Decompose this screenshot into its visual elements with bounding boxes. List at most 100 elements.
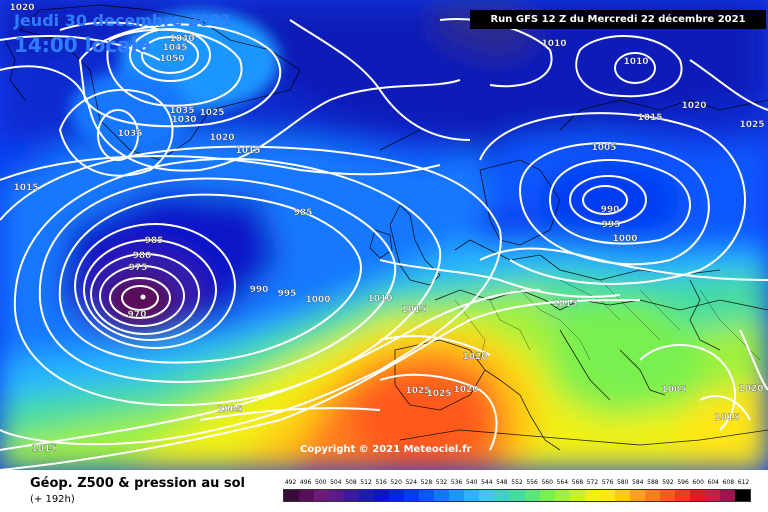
forecast-date: Jeudi 30 decembre 2021 — [14, 11, 233, 30]
scale-swatch — [434, 490, 450, 501]
scale-swatch — [419, 490, 435, 501]
scale-value: 592 — [662, 479, 674, 486]
scale-swatch — [449, 490, 465, 501]
isobar-label: 1010 — [541, 39, 566, 49]
low-pressure-center — [140, 294, 146, 300]
scale-swatch — [734, 490, 750, 501]
copyright-notice: Copyright © 2021 Meteociel.fr — [300, 444, 472, 455]
scale-swatch — [569, 490, 585, 501]
isobar-label: 985 — [145, 236, 164, 246]
weather-map: 1020 1040 1045 1050 1035 1030 1025 1035 … — [0, 0, 768, 470]
scale-value: 516 — [375, 479, 387, 486]
scale-swatch — [284, 490, 300, 501]
isobar-label: 1020 — [453, 385, 478, 395]
scale-value: 540 — [465, 479, 478, 486]
isobar-label: 1015 — [714, 413, 739, 423]
isobar-label: 1025 — [426, 389, 451, 399]
scale-value: 508 — [345, 479, 357, 486]
scale-value: 500 — [315, 479, 327, 486]
isobar-label: 985 — [294, 208, 313, 218]
isobar-labels: 1020 1040 1045 1050 1035 1030 1025 1035 … — [9, 3, 764, 454]
scale-swatch — [464, 490, 480, 501]
isobar-label: 1005 — [591, 143, 616, 153]
scale-value: 608 — [722, 479, 735, 486]
isobars — [0, 18, 768, 470]
scale-swatch — [404, 490, 420, 501]
scale-value: 596 — [677, 479, 689, 486]
scale-swatch — [704, 490, 720, 501]
color-scale-labels: 492 496 500 504 508 512 516 520 524 528 532 536 540 5… — [283, 479, 751, 489]
scale-value: 572 — [586, 479, 599, 486]
isobar-label: 1015 — [31, 444, 56, 454]
isobar-label: 1005 — [661, 385, 686, 395]
scale-swatch — [629, 490, 645, 501]
scale-swatch — [329, 490, 345, 501]
lead-time: (+ 192h) — [30, 494, 75, 505]
scale-value: 532 — [435, 479, 448, 486]
scale-swatch — [719, 490, 735, 501]
isobar-label: 980 — [133, 251, 152, 261]
isobar-label: 990 — [601, 205, 620, 215]
scale-value: 556 — [526, 479, 538, 486]
scale-value: 568 — [571, 479, 584, 486]
isobar-label: 1015 — [235, 146, 260, 156]
isobar-label: 1020 — [9, 3, 34, 13]
scale-swatch — [344, 490, 360, 501]
isobar-label: 1045 — [162, 43, 187, 53]
scale-swatch — [374, 490, 390, 501]
isobar-label: 970 — [128, 310, 147, 320]
scale-value: 536 — [450, 479, 463, 486]
scale-value: 564 — [556, 479, 569, 486]
isobar-label: 1035 — [169, 106, 194, 116]
scale-value: 560 — [541, 479, 553, 486]
scale-swatch — [599, 490, 615, 501]
scale-value: 584 — [632, 479, 644, 486]
isobar-label: 1020 — [738, 384, 763, 394]
color-scale-bar — [283, 489, 751, 502]
map-title: Géop. Z500 & pression au sol — [30, 476, 245, 491]
scale-swatch — [689, 490, 705, 501]
scale-swatch — [644, 490, 660, 501]
isobar-label: 1005 — [217, 405, 242, 415]
isobar-label: 1050 — [159, 54, 184, 64]
isobar-label: 1000 — [612, 234, 637, 244]
scale-swatch — [614, 490, 630, 501]
scale-swatch — [494, 490, 510, 501]
isobar-label: 1000 — [305, 295, 330, 305]
scale-value: 524 — [405, 479, 418, 486]
scale-value: 548 — [496, 479, 508, 486]
isobar-label: 1015 — [552, 299, 577, 309]
scale-swatch — [509, 490, 525, 501]
isobar-label: 1025 — [405, 386, 430, 396]
scale-value: 496 — [299, 479, 312, 486]
scale-value: 512 — [360, 479, 372, 486]
scale-value: 604 — [707, 479, 719, 486]
isobar-label: 1030 — [171, 115, 196, 125]
scale-swatch — [584, 490, 600, 501]
scale-swatch — [389, 490, 405, 501]
scale-value: 612 — [737, 479, 750, 486]
isobar-label: 1015 — [13, 183, 38, 193]
scale-value: 600 — [692, 479, 704, 486]
scale-swatch — [539, 490, 555, 501]
isobar-label: 975 — [129, 263, 148, 273]
isobar-label: 1015 — [637, 113, 662, 123]
isobar-label: 990 — [250, 285, 269, 295]
scale-swatch — [359, 490, 375, 501]
isobar-label: 1020 — [209, 133, 234, 143]
isobar-label: 995 — [602, 220, 621, 230]
scale-value: 544 — [481, 479, 493, 486]
scale-swatch — [314, 490, 330, 501]
isobar-label: 1020 — [462, 352, 487, 362]
isobar-label: 1020 — [681, 101, 706, 111]
isobar-label: 1025 — [199, 108, 224, 118]
scale-swatch — [674, 490, 690, 501]
isobar-label: 1040 — [169, 34, 194, 44]
scale-value: 520 — [390, 479, 402, 486]
scale-swatch — [479, 490, 495, 501]
isobar-label: 1010 — [367, 294, 392, 304]
scale-swatch — [659, 490, 675, 501]
scale-swatch — [299, 490, 315, 501]
isobar-label: 1035 — [117, 129, 142, 139]
scale-value: 528 — [420, 479, 433, 486]
